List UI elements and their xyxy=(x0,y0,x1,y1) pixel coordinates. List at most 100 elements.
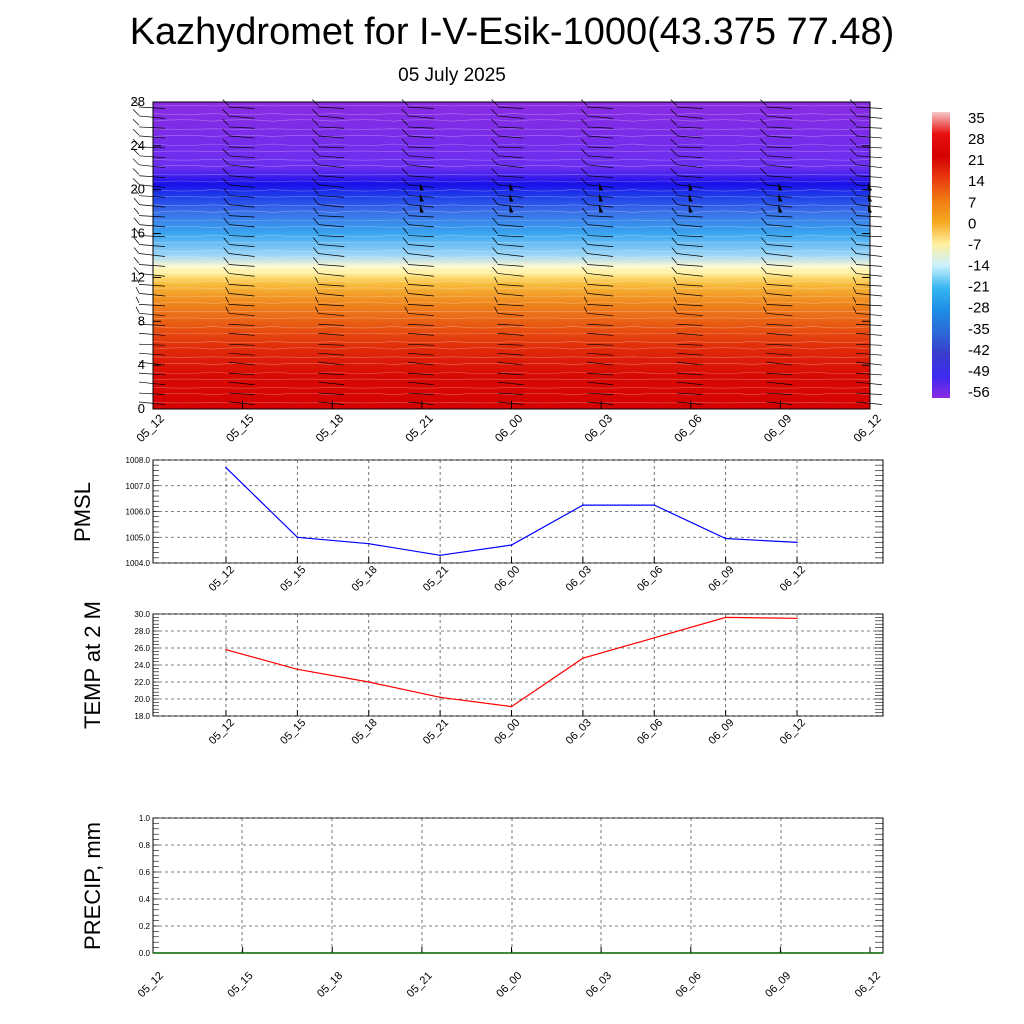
wind-barb xyxy=(497,235,524,238)
wind-barb-flag xyxy=(763,306,767,313)
x-tick-label: 05_15 xyxy=(225,970,255,1000)
wind-barb xyxy=(855,381,883,386)
wind-barb-flag xyxy=(223,217,229,225)
wind-barb-column xyxy=(401,99,434,405)
data-point xyxy=(510,544,513,546)
wind-barb-flag xyxy=(760,138,767,146)
wind-barb xyxy=(497,244,524,247)
wind-barb-flag xyxy=(761,207,767,215)
wind-barb-flag xyxy=(671,257,678,264)
wind-barb xyxy=(497,264,524,267)
wind-barb-flag xyxy=(312,148,319,156)
wind-barb xyxy=(318,195,345,198)
y-tick-label: 28 xyxy=(131,94,145,109)
wind-barb-flag xyxy=(312,118,319,126)
x-tick-label: 06_00 xyxy=(492,411,526,445)
wind-barb xyxy=(318,381,345,386)
wind-barb-flag xyxy=(404,306,409,313)
data-point xyxy=(653,504,656,506)
x-tick-label: 05_18 xyxy=(313,411,347,445)
x-tick-label: 06_06 xyxy=(635,717,665,747)
data-point xyxy=(582,504,584,506)
wind-barb xyxy=(587,264,614,267)
wind-barb-flag xyxy=(760,128,767,136)
wind-barb xyxy=(497,343,524,346)
x-tick-label: 06_09 xyxy=(706,717,736,747)
wind-barb-flag xyxy=(133,237,140,244)
wind-barb xyxy=(497,332,524,336)
wind-barb xyxy=(318,352,345,356)
wind-barb-flag xyxy=(581,247,588,254)
wind-barb xyxy=(497,312,524,317)
wind-barb xyxy=(228,401,255,405)
colorbar-label: -7 xyxy=(968,236,981,253)
wind-barb xyxy=(407,372,434,376)
wind-barb-flag xyxy=(760,168,767,175)
wind-barb xyxy=(228,215,255,218)
wind-barb xyxy=(138,106,166,109)
wind-barb-flag xyxy=(670,138,677,146)
wind-barb xyxy=(855,135,883,139)
wind-pennant xyxy=(509,182,514,191)
wind-barb-flag xyxy=(492,267,498,274)
x-tick-label: 05_18 xyxy=(350,717,380,747)
wind-barb xyxy=(587,135,614,139)
wind-barb-flag xyxy=(492,237,498,244)
wind-barb xyxy=(587,284,614,287)
wind-barb-flag xyxy=(671,227,678,234)
x-tick-label: 06_03 xyxy=(564,564,594,594)
data-point xyxy=(724,537,727,540)
wind-barb-column xyxy=(670,99,703,405)
contour-line xyxy=(152,363,874,365)
wind-barb xyxy=(407,204,434,208)
wind-barb-flag xyxy=(761,197,767,205)
wind-barb xyxy=(587,204,614,208)
data-point xyxy=(439,696,441,699)
wind-barb-flag xyxy=(760,158,767,165)
wind-barb xyxy=(138,253,166,257)
wind-barb-flag xyxy=(491,109,498,116)
x-tick-label: 06_09 xyxy=(763,970,793,1000)
contour-line xyxy=(152,310,874,312)
wind-barb xyxy=(587,224,614,228)
wind-barb xyxy=(766,235,793,238)
wind-barb xyxy=(318,293,345,297)
x-tick-label: 05_21 xyxy=(402,411,436,445)
wind-pennant xyxy=(688,193,693,202)
wind-barb-flag xyxy=(581,227,588,234)
y-tick-label: 30.0 xyxy=(134,610,150,619)
wind-barb xyxy=(855,215,883,218)
contour-line xyxy=(152,150,874,152)
wind-barb-flag xyxy=(223,247,229,254)
wind-barb-flag xyxy=(402,207,409,215)
wind-barb-flag xyxy=(670,178,677,185)
wind-barb-flag xyxy=(849,109,857,116)
wind-barb xyxy=(318,115,345,119)
wind-barb xyxy=(587,372,614,376)
wind-barb xyxy=(228,264,255,267)
y-tick-label: 0.6 xyxy=(139,868,151,877)
wind-barb-flag xyxy=(850,247,857,254)
wind-barb xyxy=(587,146,614,149)
wind-barb-flag xyxy=(671,217,678,225)
wind-barb xyxy=(766,392,793,395)
wind-barb xyxy=(138,244,166,247)
wind-barb xyxy=(855,115,883,119)
wind-barb xyxy=(407,392,434,395)
wind-barb-flag xyxy=(761,257,767,264)
wind-barb-flag xyxy=(583,276,588,284)
wind-barb-flag xyxy=(763,286,767,294)
wind-barb xyxy=(228,175,255,178)
x-tick-label: 06_03 xyxy=(582,411,616,445)
wind-barb xyxy=(138,372,166,376)
wind-barb-flag xyxy=(849,128,857,136)
pmsl-panel: 1004.0 1005.0 1006.0 1007.0 1008.0 05_12 05_15… xyxy=(70,456,884,594)
y-tick-label: 24 xyxy=(131,138,145,153)
contour-line xyxy=(152,326,874,329)
wind-barb xyxy=(766,284,793,287)
contour-line xyxy=(152,347,874,350)
wind-barb-flag xyxy=(401,158,409,165)
wind-barb xyxy=(228,273,255,277)
wind-barb xyxy=(318,284,345,287)
wind-barb-flag xyxy=(312,109,319,116)
